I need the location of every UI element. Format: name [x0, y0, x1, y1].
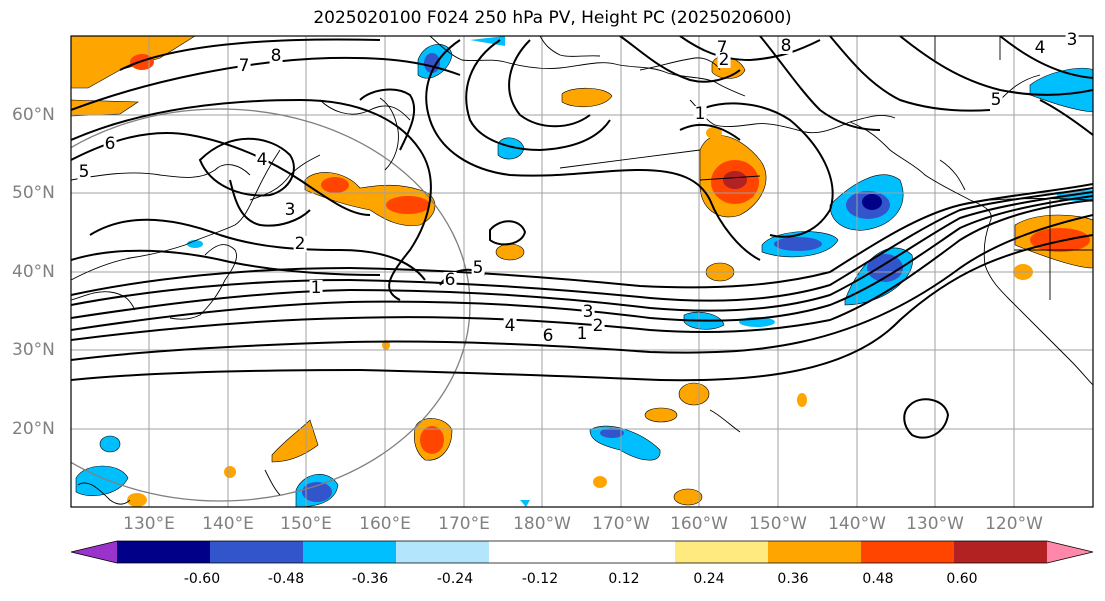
contour-label: 8 — [779, 36, 793, 56]
contour-label: 3 — [581, 302, 595, 322]
plot-border — [70, 35, 1094, 508]
map-title: 2025020100 F024 250 hPa PV, Height PC (2… — [313, 8, 792, 28]
lon-label: 160°E — [359, 514, 411, 534]
lat-label: 60°N — [12, 105, 55, 125]
colorbar-tick-label: -0.60 — [183, 571, 221, 587]
lon-label: 130°W — [906, 514, 964, 534]
contour-label: 5 — [471, 258, 485, 278]
contour-label: 1 — [309, 278, 323, 298]
contour-label: 4 — [503, 316, 517, 336]
lon-label: 180°W — [513, 514, 571, 534]
lon-label: 140°E — [202, 514, 254, 534]
contour-label: 4 — [1033, 38, 1047, 58]
colorbar-tick-label: 0.36 — [777, 571, 809, 587]
colorbar-tick-label: 0.12 — [608, 571, 640, 587]
colorbar-outline — [70, 540, 1094, 564]
lat-label: 50°N — [12, 183, 55, 203]
colorbar — [70, 540, 1094, 564]
contour-label: 4 — [255, 150, 269, 170]
contour-label: 2 — [717, 50, 731, 70]
lat-label: 30°N — [12, 340, 55, 360]
lat-label: 20°N — [12, 419, 55, 439]
contour-label: 6 — [103, 134, 117, 154]
contour-label: 3 — [1065, 30, 1079, 50]
contour-label: 6 — [541, 326, 555, 346]
colorbar-segment — [117, 541, 211, 563]
contour-label: 3 — [283, 200, 297, 220]
colorbar-tick-label: -0.24 — [436, 571, 474, 587]
lon-label: 150°E — [280, 514, 332, 534]
colorbar-segment — [489, 541, 583, 563]
contour-label: 1 — [575, 324, 589, 344]
height-contours — [71, 36, 1093, 439]
colorbar-tick-label: 0.24 — [693, 571, 725, 587]
contour-label: 2 — [591, 316, 605, 336]
contour-label: 5 — [77, 162, 91, 182]
coastlines — [71, 36, 1093, 505]
colorbar-segment — [396, 541, 490, 563]
colorbar-tick-label: 0.60 — [946, 571, 978, 587]
lon-label: 170°E — [438, 514, 490, 534]
colorbar-extend-high — [1047, 541, 1093, 563]
contour-label: 5 — [989, 90, 1003, 110]
contour-label: 8 — [269, 46, 283, 66]
lon-label: 160°W — [670, 514, 728, 534]
lon-label: 150°W — [749, 514, 807, 534]
lat-label: 40°N — [12, 262, 55, 282]
colorbar-segment — [210, 541, 304, 563]
lon-label: 170°W — [592, 514, 650, 534]
colorbar-segment — [582, 541, 676, 563]
range-circle — [71, 108, 471, 502]
lon-label: 120°W — [985, 514, 1043, 534]
contour-label: 7 — [237, 56, 251, 76]
colorbar-tick-label: -0.12 — [521, 571, 559, 587]
colorbar-segment — [954, 541, 1048, 563]
lon-label: 140°W — [828, 514, 886, 534]
colorbar-segment — [303, 541, 397, 563]
contour-label: 1 — [693, 104, 707, 124]
colorbar-tick-label: 0.48 — [862, 571, 894, 587]
colorbar-extend-low — [71, 541, 117, 563]
colorbar-segment — [768, 541, 862, 563]
colorbar-tick-label: -0.48 — [267, 571, 305, 587]
colorbar-tick-label: -0.36 — [351, 571, 389, 587]
contour-label: 2 — [293, 234, 307, 254]
colorbar-segment — [861, 541, 955, 563]
contour-label: 6 — [443, 270, 457, 290]
colorbar-segment — [675, 541, 769, 563]
lon-label: 130°E — [123, 514, 175, 534]
